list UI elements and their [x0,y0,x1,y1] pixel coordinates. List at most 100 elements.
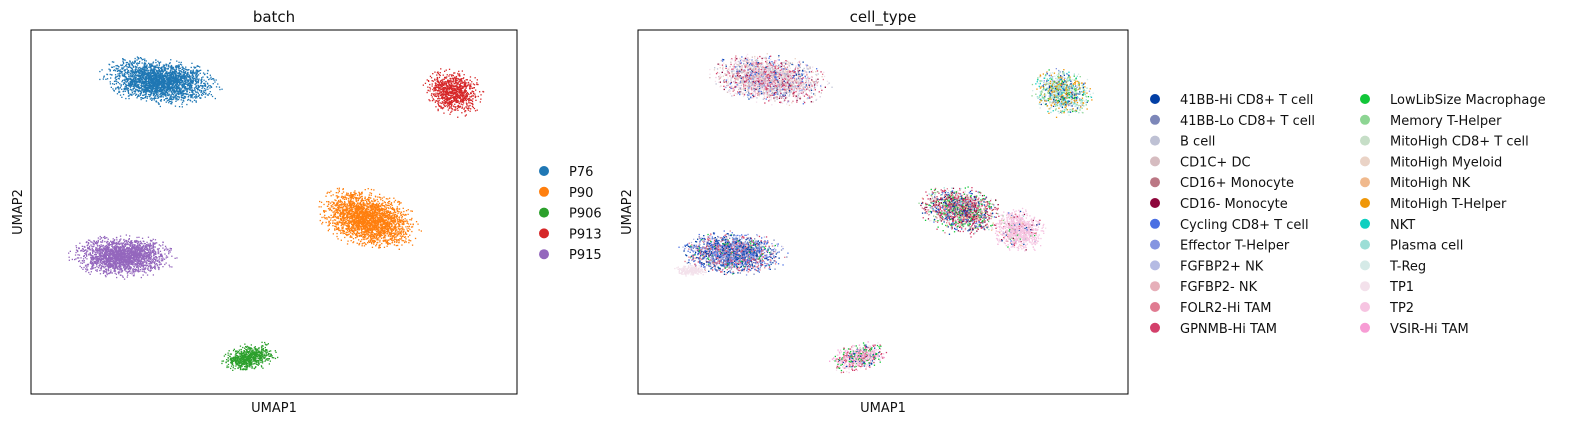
batch-point-p913 [449,97,450,98]
batch-point-p913 [463,102,464,103]
batch-point-p913 [451,95,452,96]
batch-point-p76 [168,100,169,101]
batch-point-p76 [150,95,151,96]
batch-point-p76 [156,88,157,89]
batch-point-p913 [475,77,476,78]
batch-point-p76 [162,73,163,74]
batch-point-p913 [438,85,439,86]
batch-point-p76 [134,77,135,78]
batch-point-p76 [124,70,125,71]
batch-point-p913 [446,102,447,103]
batch-point-p76 [171,99,172,100]
batch-point-p913 [466,79,467,80]
batch-point-p76 [166,79,167,80]
batch-point-p913 [471,100,472,101]
batch-point-p76 [201,91,202,92]
batch-point-p76 [144,73,145,74]
batch-point-p76 [188,96,189,97]
batch-point-p76 [153,78,154,79]
batch-point-p76 [186,104,187,105]
batch-point-p913 [445,101,446,102]
batch-point-p76 [142,68,143,69]
batch-point-p76 [150,98,151,99]
batch-point-p76 [163,94,164,95]
batch-point-p913 [461,80,462,81]
batch-point-p913 [449,114,450,115]
batch-point-p913 [439,74,440,75]
batch-point-p913 [432,96,433,97]
batch-point-p913 [458,71,459,72]
batch-point-p913 [446,81,447,82]
batch-point-p76 [107,78,108,79]
batch-point-p913 [446,70,447,71]
batch-point-p76 [205,97,206,98]
batch-point-p76 [151,100,152,101]
batch-point-p90 [385,207,386,208]
batch-point-p76 [173,72,174,73]
batch-point-p913 [453,92,454,93]
batch-point-p76 [181,80,182,81]
batch-point-p76 [158,77,159,78]
batch-point-p76 [173,78,174,79]
batch-point-p90 [350,192,351,193]
batch-point-p76 [129,94,130,95]
batch-point-p76 [204,84,205,85]
batch-point-p76 [159,79,160,80]
batch-point-p76 [161,96,162,97]
batch-point-p76 [126,79,127,80]
batch-point-p913 [464,90,465,91]
batch-point-p90 [338,207,339,208]
batch-point-p76 [124,83,125,84]
batch-point-p90 [371,193,372,194]
batch-point-p76 [144,83,145,84]
batch-point-p76 [186,89,187,90]
batch-point-p76 [196,94,197,95]
batch-point-p76 [166,65,167,66]
batch-point-p913 [432,85,433,86]
batch-point-p913 [440,102,441,103]
batch-point-p76 [182,78,183,79]
batch-point-p90 [350,235,351,236]
batch-point-p913 [468,100,469,101]
batch-point-p76 [178,94,179,95]
batch-point-p76 [176,72,177,73]
batch-point-p76 [150,73,151,74]
batch-point-p90 [357,243,358,244]
batch-point-p913 [429,100,430,101]
batch-point-p76 [131,63,132,64]
batch-point-p913 [470,76,471,77]
batch-point-p913 [430,76,431,77]
batch-point-p76 [132,69,133,70]
batch-point-p76 [178,85,179,86]
batch-point-p76 [126,62,127,63]
batch-point-p76 [132,92,133,93]
batch-point-p76 [144,71,145,72]
batch-point-p90 [410,210,411,211]
batch-point-p913 [444,100,445,101]
batch-point-p76 [160,81,161,82]
batch-point-p913 [432,100,433,101]
batch-point-p76 [145,89,146,90]
batch-point-p913 [470,80,471,81]
batch-point-p76 [111,87,112,88]
batch-point-p913 [459,73,460,74]
batch-point-p913 [455,109,456,110]
batch-point-p913 [441,94,442,95]
batch-point-p76 [144,97,145,98]
batch-point-p90 [321,217,322,218]
batch-point-p90 [376,244,377,245]
batch-point-p76 [181,75,182,76]
batch-point-p76 [168,65,169,66]
batch-point-p76 [156,84,157,85]
batch-point-p913 [468,94,469,95]
batch-point-p76 [170,84,171,85]
batch-point-p90 [390,243,391,244]
batch-point-p913 [435,102,436,103]
batch-point-p76 [135,89,136,90]
batch-point-p76 [169,82,170,83]
batch-point-p913 [458,95,459,96]
batch-point-p76 [153,82,154,83]
batch-point-p76 [127,66,128,67]
batch-point-p90 [412,245,413,246]
batch-point-p76 [137,64,138,65]
